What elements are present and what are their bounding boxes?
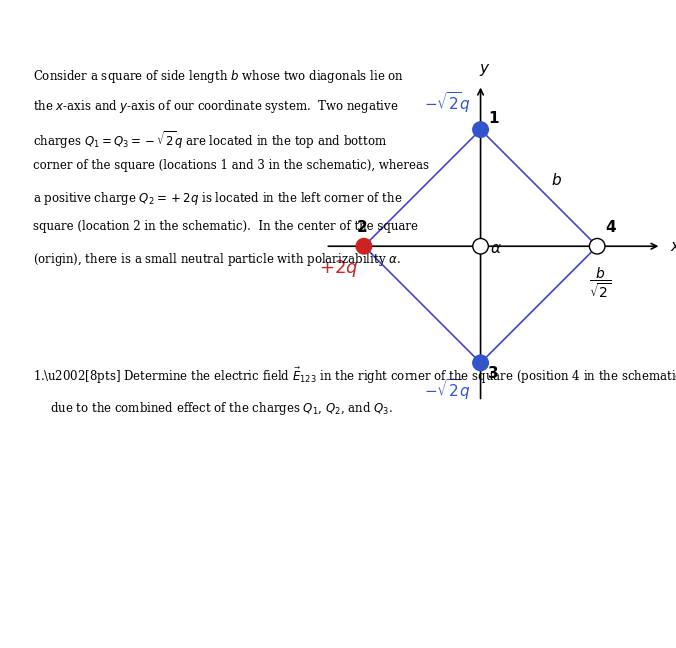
Text: corner of the square (locations 1 and 3 in the schematic), whereas: corner of the square (locations 1 and 3 … (33, 159, 429, 172)
Text: $\alpha$: $\alpha$ (489, 240, 502, 256)
Text: 1: 1 (488, 111, 499, 126)
Circle shape (473, 122, 488, 137)
Text: 3: 3 (488, 366, 499, 381)
Text: 2: 2 (356, 220, 367, 235)
Text: $\dfrac{b}{\sqrt{2}}$: $\dfrac{b}{\sqrt{2}}$ (589, 266, 612, 300)
Text: $+2q$: $+2q$ (320, 258, 359, 279)
Text: $b$: $b$ (550, 172, 562, 188)
Circle shape (356, 238, 372, 254)
Text: Consider a square of side length $b$ whose two diagonals lie on: Consider a square of side length $b$ who… (33, 68, 404, 85)
Circle shape (473, 355, 488, 371)
Text: 1.\u2002[8pts] Determine the electric field $\vec{E}_{123}$ in the right corner : 1.\u2002[8pts] Determine the electric fi… (33, 366, 676, 386)
Text: square (location 2 in the schematic).  In the center of the square: square (location 2 in the schematic). In… (33, 220, 418, 233)
Text: the $x$-axis and $y$-axis of our coordinate system.  Two negative: the $x$-axis and $y$-axis of our coordin… (33, 98, 399, 115)
Text: due to the combined effect of the charges $Q_1$, $Q_2$, and $Q_3$.: due to the combined effect of the charge… (49, 400, 393, 417)
Circle shape (589, 238, 605, 254)
Text: (origin), there is a small neutral particle with polarizability $\alpha$.: (origin), there is a small neutral parti… (33, 251, 402, 268)
Text: $y$: $y$ (479, 62, 491, 78)
Text: 4: 4 (605, 220, 616, 235)
Text: a positive charge $Q_2 = +2q$ is located in the left corner of the: a positive charge $Q_2 = +2q$ is located… (33, 190, 403, 207)
Text: $-\sqrt{2}q$: $-\sqrt{2}q$ (424, 91, 471, 115)
Text: $x$: $x$ (670, 238, 676, 254)
Circle shape (473, 238, 488, 254)
Text: $-\sqrt{2}q$: $-\sqrt{2}q$ (424, 377, 471, 402)
Text: charges $Q_1 = Q_3 = -\sqrt{2}q$ are located in the top and bottom: charges $Q_1 = Q_3 = -\sqrt{2}q$ are loc… (33, 129, 387, 151)
